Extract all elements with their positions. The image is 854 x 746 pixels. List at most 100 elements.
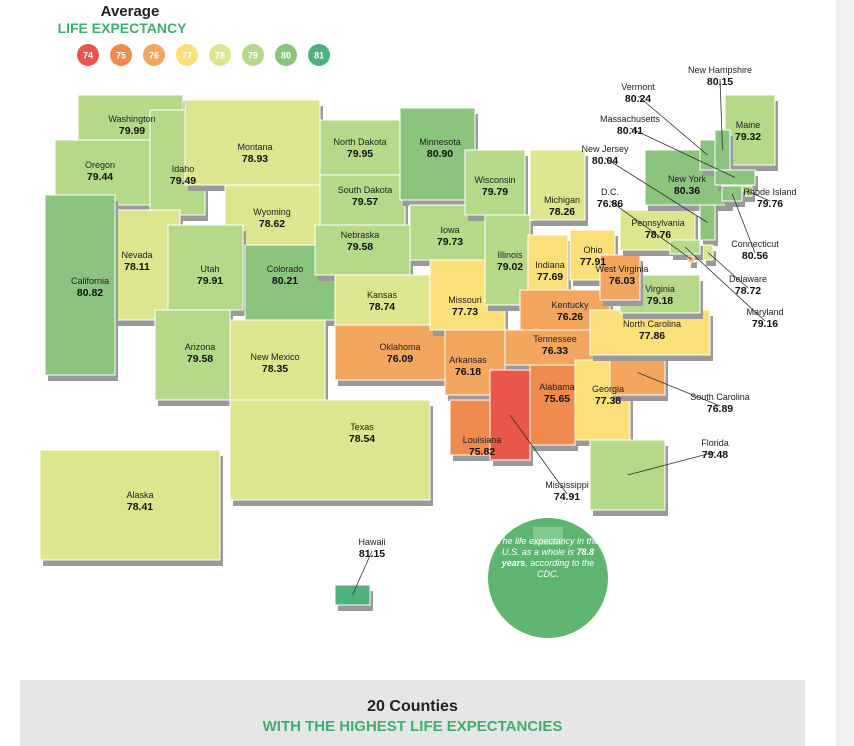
footer-title: 20 Counties: [367, 698, 458, 715]
state-value: 76.89: [707, 403, 733, 415]
state: [599, 254, 641, 301]
state-name: Vermont: [621, 82, 655, 92]
state-value: 79.16: [752, 318, 778, 330]
legend-label: 78: [215, 51, 225, 61]
state-value: 77.69: [537, 271, 563, 283]
state-value: 74.91: [554, 491, 580, 503]
legend-swatch: [242, 44, 264, 66]
state-value: 76.26: [557, 311, 583, 323]
state-name: Arizona: [185, 342, 216, 352]
state-value: 76.03: [609, 275, 635, 287]
state-value: 76.33: [542, 345, 568, 357]
legend-label: 79: [248, 51, 258, 61]
state-value: 80.56: [742, 250, 768, 262]
state-value: 78.93: [242, 153, 268, 165]
note-text: , according to the CDC.: [525, 558, 595, 579]
state-name: Minnesota: [419, 137, 461, 147]
legend-swatch: [308, 44, 330, 66]
scrollbar-track: [836, 0, 854, 746]
state-value: 76.18: [455, 366, 481, 378]
legend-swatch: [176, 44, 198, 66]
state-value: 80.36: [674, 185, 700, 197]
state-value: 80.21: [272, 275, 298, 287]
state-value: 80.90: [427, 148, 453, 160]
state-name: Wisconsin: [474, 175, 515, 185]
state-name: Connecticut: [731, 239, 779, 249]
state-value: 75.82: [469, 446, 495, 458]
state-name: Oklahoma: [379, 342, 420, 352]
state-name: Missouri: [448, 295, 482, 305]
state-name: Illinois: [497, 250, 523, 260]
note-text: The life expectancy in the U.S. as a who…: [496, 536, 600, 557]
state: [334, 274, 436, 326]
legend-label: 77: [182, 51, 192, 61]
state-value: 79.58: [347, 241, 373, 253]
state-value: 81.15: [359, 548, 385, 560]
state-value: 78.54: [349, 433, 375, 445]
leader-line: [609, 200, 692, 260]
state-value: 79.79: [482, 186, 508, 198]
state: [334, 324, 446, 381]
flag-icon: [533, 527, 563, 545]
legend-swatch: [143, 44, 165, 66]
state-name: Idaho: [172, 164, 195, 174]
leader-line: [731, 193, 756, 254]
title: Average: [101, 3, 160, 20]
state-name: Massachusetts: [600, 114, 661, 124]
leader-line: [604, 157, 708, 223]
state-name: Pennsylvania: [631, 218, 685, 228]
state: [229, 399, 431, 501]
state-value: 78.11: [124, 261, 150, 273]
state: [319, 119, 401, 176]
state-name: Montana: [237, 142, 272, 152]
state-value: 77.73: [452, 306, 478, 318]
state-value: 80.15: [707, 76, 733, 88]
state: [184, 99, 321, 186]
state-name: Maine: [736, 120, 761, 130]
state-name: West Virginia: [596, 264, 649, 274]
legend-swatch: [275, 44, 297, 66]
state: [527, 234, 569, 296]
state-value: 79.58: [187, 353, 213, 365]
state: [154, 309, 231, 401]
state-value: 79.18: [647, 295, 673, 307]
state-name: Nebraska: [341, 230, 380, 240]
state: [54, 139, 156, 206]
state-value: 80.24: [625, 93, 651, 105]
subtitle: LIFE EXPECTANCY: [58, 20, 188, 36]
state-value: 80.82: [77, 287, 103, 299]
state-name: New York: [668, 174, 707, 184]
state-name: North Carolina: [623, 319, 681, 329]
legend-label: 74: [83, 51, 93, 61]
state-name: Mississippi: [545, 480, 589, 490]
state-value: 77.91: [580, 256, 606, 268]
state-value: 78.26: [549, 206, 575, 218]
leader-line: [627, 451, 716, 476]
state-value: 78.74: [369, 301, 395, 313]
state-value: 79.02: [497, 261, 523, 273]
state-value: 75.65: [544, 393, 570, 405]
state-value: 79.48: [702, 449, 728, 461]
state-shadow: [745, 192, 755, 202]
state-name: Hawaii: [358, 537, 385, 547]
state-name: Colorado: [267, 264, 304, 274]
legend-label: 81: [314, 51, 324, 61]
leader-line: [684, 246, 766, 322]
state-name: Louisiana: [463, 435, 502, 445]
leader-line: [629, 127, 736, 178]
state-name: Kentucky: [551, 300, 589, 310]
note-emphasis: 78.8 years: [501, 547, 595, 568]
state-name: Alabama: [539, 382, 575, 392]
state-name: Kansas: [367, 290, 398, 300]
state-value: 79.76: [757, 198, 783, 210]
state-value: 79.32: [735, 131, 761, 143]
state-name: Delaware: [729, 274, 767, 284]
footer: 20 Counties WITH THE HIGHEST LIFE EXPECT…: [20, 680, 805, 746]
state-value: 79.57: [352, 196, 378, 208]
state-value: 76.09: [387, 353, 413, 365]
state-name: Alaska: [126, 490, 153, 500]
note-circle: [488, 518, 608, 638]
